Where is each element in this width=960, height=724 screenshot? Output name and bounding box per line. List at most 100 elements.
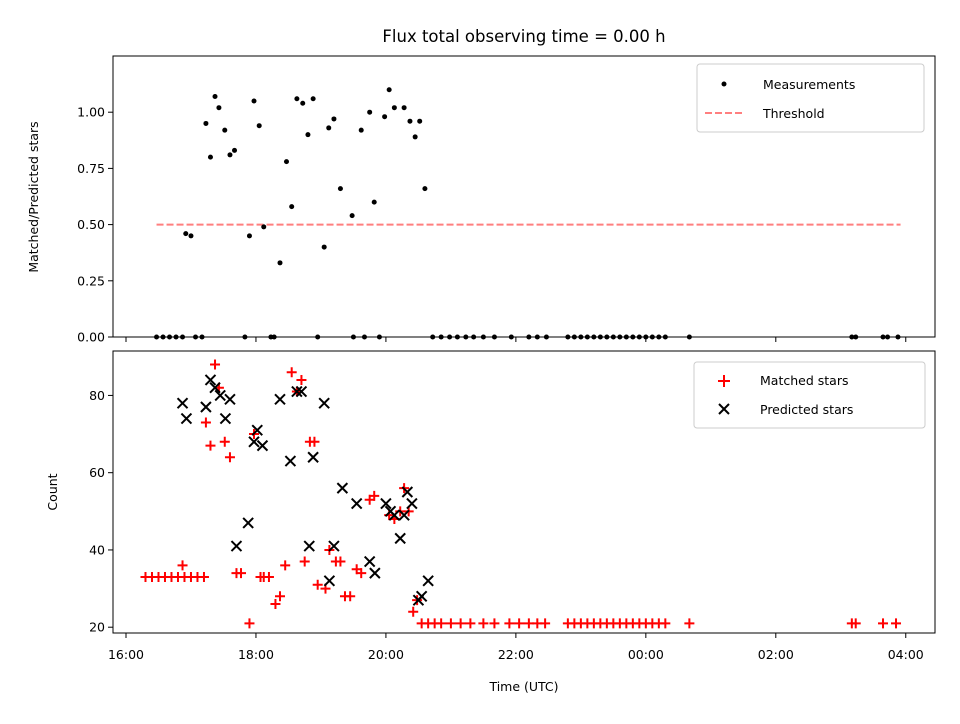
matched-star-point: [210, 359, 221, 370]
measurement-point: [310, 96, 316, 102]
matched-star-point: [244, 618, 255, 629]
matched-star-point: [219, 436, 230, 447]
matched-star-point: [270, 599, 281, 610]
matched-star-point: [335, 556, 346, 567]
predicted-star-point: [209, 381, 221, 394]
matched-star-point: [296, 374, 307, 385]
measurement-point: [305, 132, 311, 138]
measurement-point: [261, 224, 267, 230]
matched-star-point: [263, 571, 274, 582]
ratio-y-tick-label: 0.25: [77, 273, 105, 288]
measurement-point: [331, 116, 337, 122]
measurement-point: [256, 123, 262, 129]
measurement-point: [417, 118, 423, 124]
ratio-y-tick-label: 0.50: [77, 217, 105, 232]
matched-star-point: [514, 618, 525, 629]
matched-star-point: [436, 618, 447, 629]
measurement-point: [289, 204, 295, 210]
measurement-point: [232, 147, 238, 153]
x-tick-label: 04:00: [888, 647, 924, 662]
predicted-star-point: [398, 509, 410, 521]
x-tick-label: 02:00: [758, 647, 794, 662]
predicted-star-point: [248, 436, 260, 448]
predicted-star-point: [230, 540, 243, 552]
matched-star-point: [523, 618, 534, 629]
matched-star-point: [878, 618, 889, 629]
matched-star-point: [177, 560, 188, 571]
predicted-star-point: [256, 439, 269, 452]
predicted-star-point: [214, 389, 226, 402]
measurement-point: [222, 127, 228, 133]
ratio-y-axis-label: Matched/Predicted stars: [26, 121, 41, 272]
legend-predicted-label: Predicted stars: [760, 402, 853, 417]
matched-star-point: [455, 618, 466, 629]
measurement-point: [407, 118, 413, 124]
legend-matched-marker: [718, 375, 730, 387]
ratio-y-tick-label: 0.75: [77, 161, 105, 176]
legend-measurements-marker: [721, 81, 727, 87]
matched-star-point: [280, 560, 291, 571]
measurement-point: [326, 125, 332, 131]
count-y-axis-label: Count: [45, 473, 60, 510]
count-y-tick-label: 60: [89, 465, 105, 480]
measurement-point: [386, 87, 392, 93]
predicted-star-point: [307, 451, 319, 463]
predicted-star-point: [323, 575, 336, 587]
predicted-star-point: [303, 540, 315, 552]
measurement-point: [401, 105, 407, 111]
matched-star-point: [205, 440, 216, 451]
measurement-point: [212, 93, 218, 99]
measurement-point: [277, 260, 283, 266]
predicted-star-point: [415, 590, 428, 603]
measurement-point: [358, 127, 364, 133]
measurement-point: [183, 231, 189, 237]
matched-star-point: [286, 367, 297, 378]
measurement-point: [412, 134, 418, 140]
chart-title: Flux total observing time = 0.00 h: [382, 27, 665, 46]
predicted-star-point: [274, 393, 286, 405]
count-panel: 20 40 60 80 16:00 18:00 20:00 22:00 00:00 02:00 0…: [45, 350, 936, 694]
predicted-star-point: [219, 412, 232, 425]
count-y-tick-label: 80: [89, 388, 105, 403]
count-y-tick-label: 20: [89, 620, 105, 635]
matched-star-point: [345, 591, 356, 602]
x-tick-label: 16:00: [108, 647, 144, 662]
predicted-star-point: [328, 540, 340, 552]
matched-star-point: [369, 490, 380, 501]
legend-measurements-label: Measurements: [763, 77, 855, 92]
predicted-star-point: [422, 575, 434, 587]
matched-star-point: [198, 571, 209, 582]
measurement-point: [294, 96, 300, 102]
predicted-star-point: [380, 497, 392, 510]
predicted-star-point: [176, 397, 189, 409]
measurement-point: [391, 105, 397, 111]
predicted-star-point: [251, 424, 263, 436]
measurement-point: [371, 199, 377, 205]
count-y-tick-label: 40: [89, 542, 105, 557]
legend-predicted-marker: [718, 403, 730, 415]
matched-star-point: [309, 436, 320, 447]
count-legend: Matched stars Predicted stars: [693, 361, 926, 429]
matched-star-point: [200, 417, 211, 428]
matched-star-point: [660, 618, 671, 629]
measurement-point: [422, 186, 428, 192]
predicted-star-point: [295, 385, 308, 398]
matched-star-point: [356, 568, 367, 579]
measurement-point: [203, 120, 209, 126]
measurement-point: [321, 244, 327, 250]
predicted-star-point: [401, 486, 414, 498]
predicted-star-point: [204, 374, 217, 386]
measurement-point: [300, 100, 306, 106]
predicted-star-point: [388, 509, 401, 521]
measurement-point: [382, 114, 388, 120]
matched-star-point: [465, 618, 476, 629]
predicted-star-point: [350, 497, 363, 510]
legend-threshold-label: Threshold: [762, 106, 825, 121]
x-tick-label: 22:00: [498, 647, 534, 662]
measurement-point: [251, 98, 257, 104]
matched-star-point: [850, 618, 861, 629]
measurement-point: [349, 213, 355, 219]
ratio-y-tick-label: 0.00: [77, 330, 105, 345]
measurement-point: [337, 186, 343, 192]
